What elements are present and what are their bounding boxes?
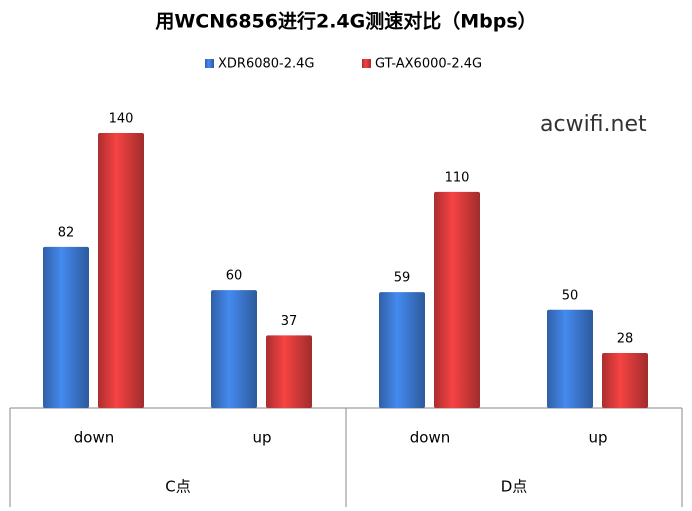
data-label: 60 bbox=[226, 269, 243, 284]
bar bbox=[43, 246, 89, 408]
watermark: acwifi.net bbox=[540, 112, 647, 137]
bar bbox=[547, 309, 593, 408]
legend-label: GT-AX6000-2.4G bbox=[375, 57, 482, 72]
x-tick-label: down bbox=[74, 429, 114, 447]
data-label: 140 bbox=[109, 112, 134, 127]
bar bbox=[211, 290, 257, 408]
group-label: C点 bbox=[165, 478, 190, 496]
bar bbox=[434, 191, 480, 408]
data-label: 82 bbox=[58, 225, 75, 240]
data-label: 110 bbox=[445, 170, 470, 185]
data-label: 50 bbox=[562, 288, 579, 303]
legend-swatch bbox=[362, 59, 371, 68]
bar bbox=[379, 292, 425, 408]
data-label: 28 bbox=[617, 332, 634, 347]
x-tick-label: up bbox=[588, 429, 607, 447]
legend-label: XDR6080-2.4G bbox=[218, 57, 314, 72]
bar bbox=[602, 353, 648, 408]
data-label: 37 bbox=[281, 314, 298, 329]
x-tick-label: down bbox=[410, 429, 450, 447]
group-label: D点 bbox=[501, 478, 528, 496]
x-tick-label: up bbox=[252, 429, 271, 447]
bar bbox=[98, 133, 144, 408]
chart-title: 用WCN6856进行2.4G测速对比（Mbps） bbox=[155, 10, 536, 33]
legend-swatch bbox=[205, 59, 214, 68]
bar bbox=[266, 335, 312, 408]
data-label: 59 bbox=[394, 271, 411, 286]
